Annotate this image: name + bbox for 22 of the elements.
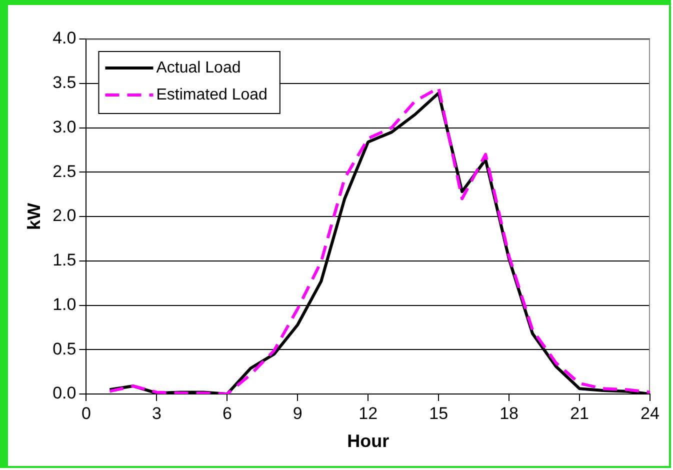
y-tick-label: 4.0 <box>52 28 76 48</box>
x-axis-title: Hour <box>347 431 390 452</box>
x-tick-label: 9 <box>292 404 302 423</box>
y-tick-label: 1.0 <box>52 294 76 314</box>
y-tick-label: 1.5 <box>52 250 76 270</box>
y-axis-title: kW <box>24 202 44 230</box>
y-tick-label: 2.5 <box>52 162 76 181</box>
y-tick-label: 0.5 <box>52 339 76 358</box>
x-tick-label: 15 <box>429 404 448 423</box>
x-tick-label: 6 <box>222 404 232 423</box>
x-tick-label: 12 <box>358 404 378 423</box>
x-tick-label: 3 <box>152 404 162 423</box>
x-tick-label: 21 <box>570 404 589 423</box>
x-tick-label: 0 <box>82 404 91 423</box>
x-tick-label: 24 <box>640 404 660 423</box>
y-tick-label: 2.0 <box>52 206 76 226</box>
x-tick-label: 18 <box>500 404 519 423</box>
y-tick-label: 3.0 <box>52 117 76 136</box>
y-tick-label: 3.5 <box>52 73 76 92</box>
y-tick-label: 0.0 <box>52 384 76 403</box>
legend-label: Actual Load <box>156 59 241 76</box>
legend-label: Estimated Load <box>156 86 268 104</box>
